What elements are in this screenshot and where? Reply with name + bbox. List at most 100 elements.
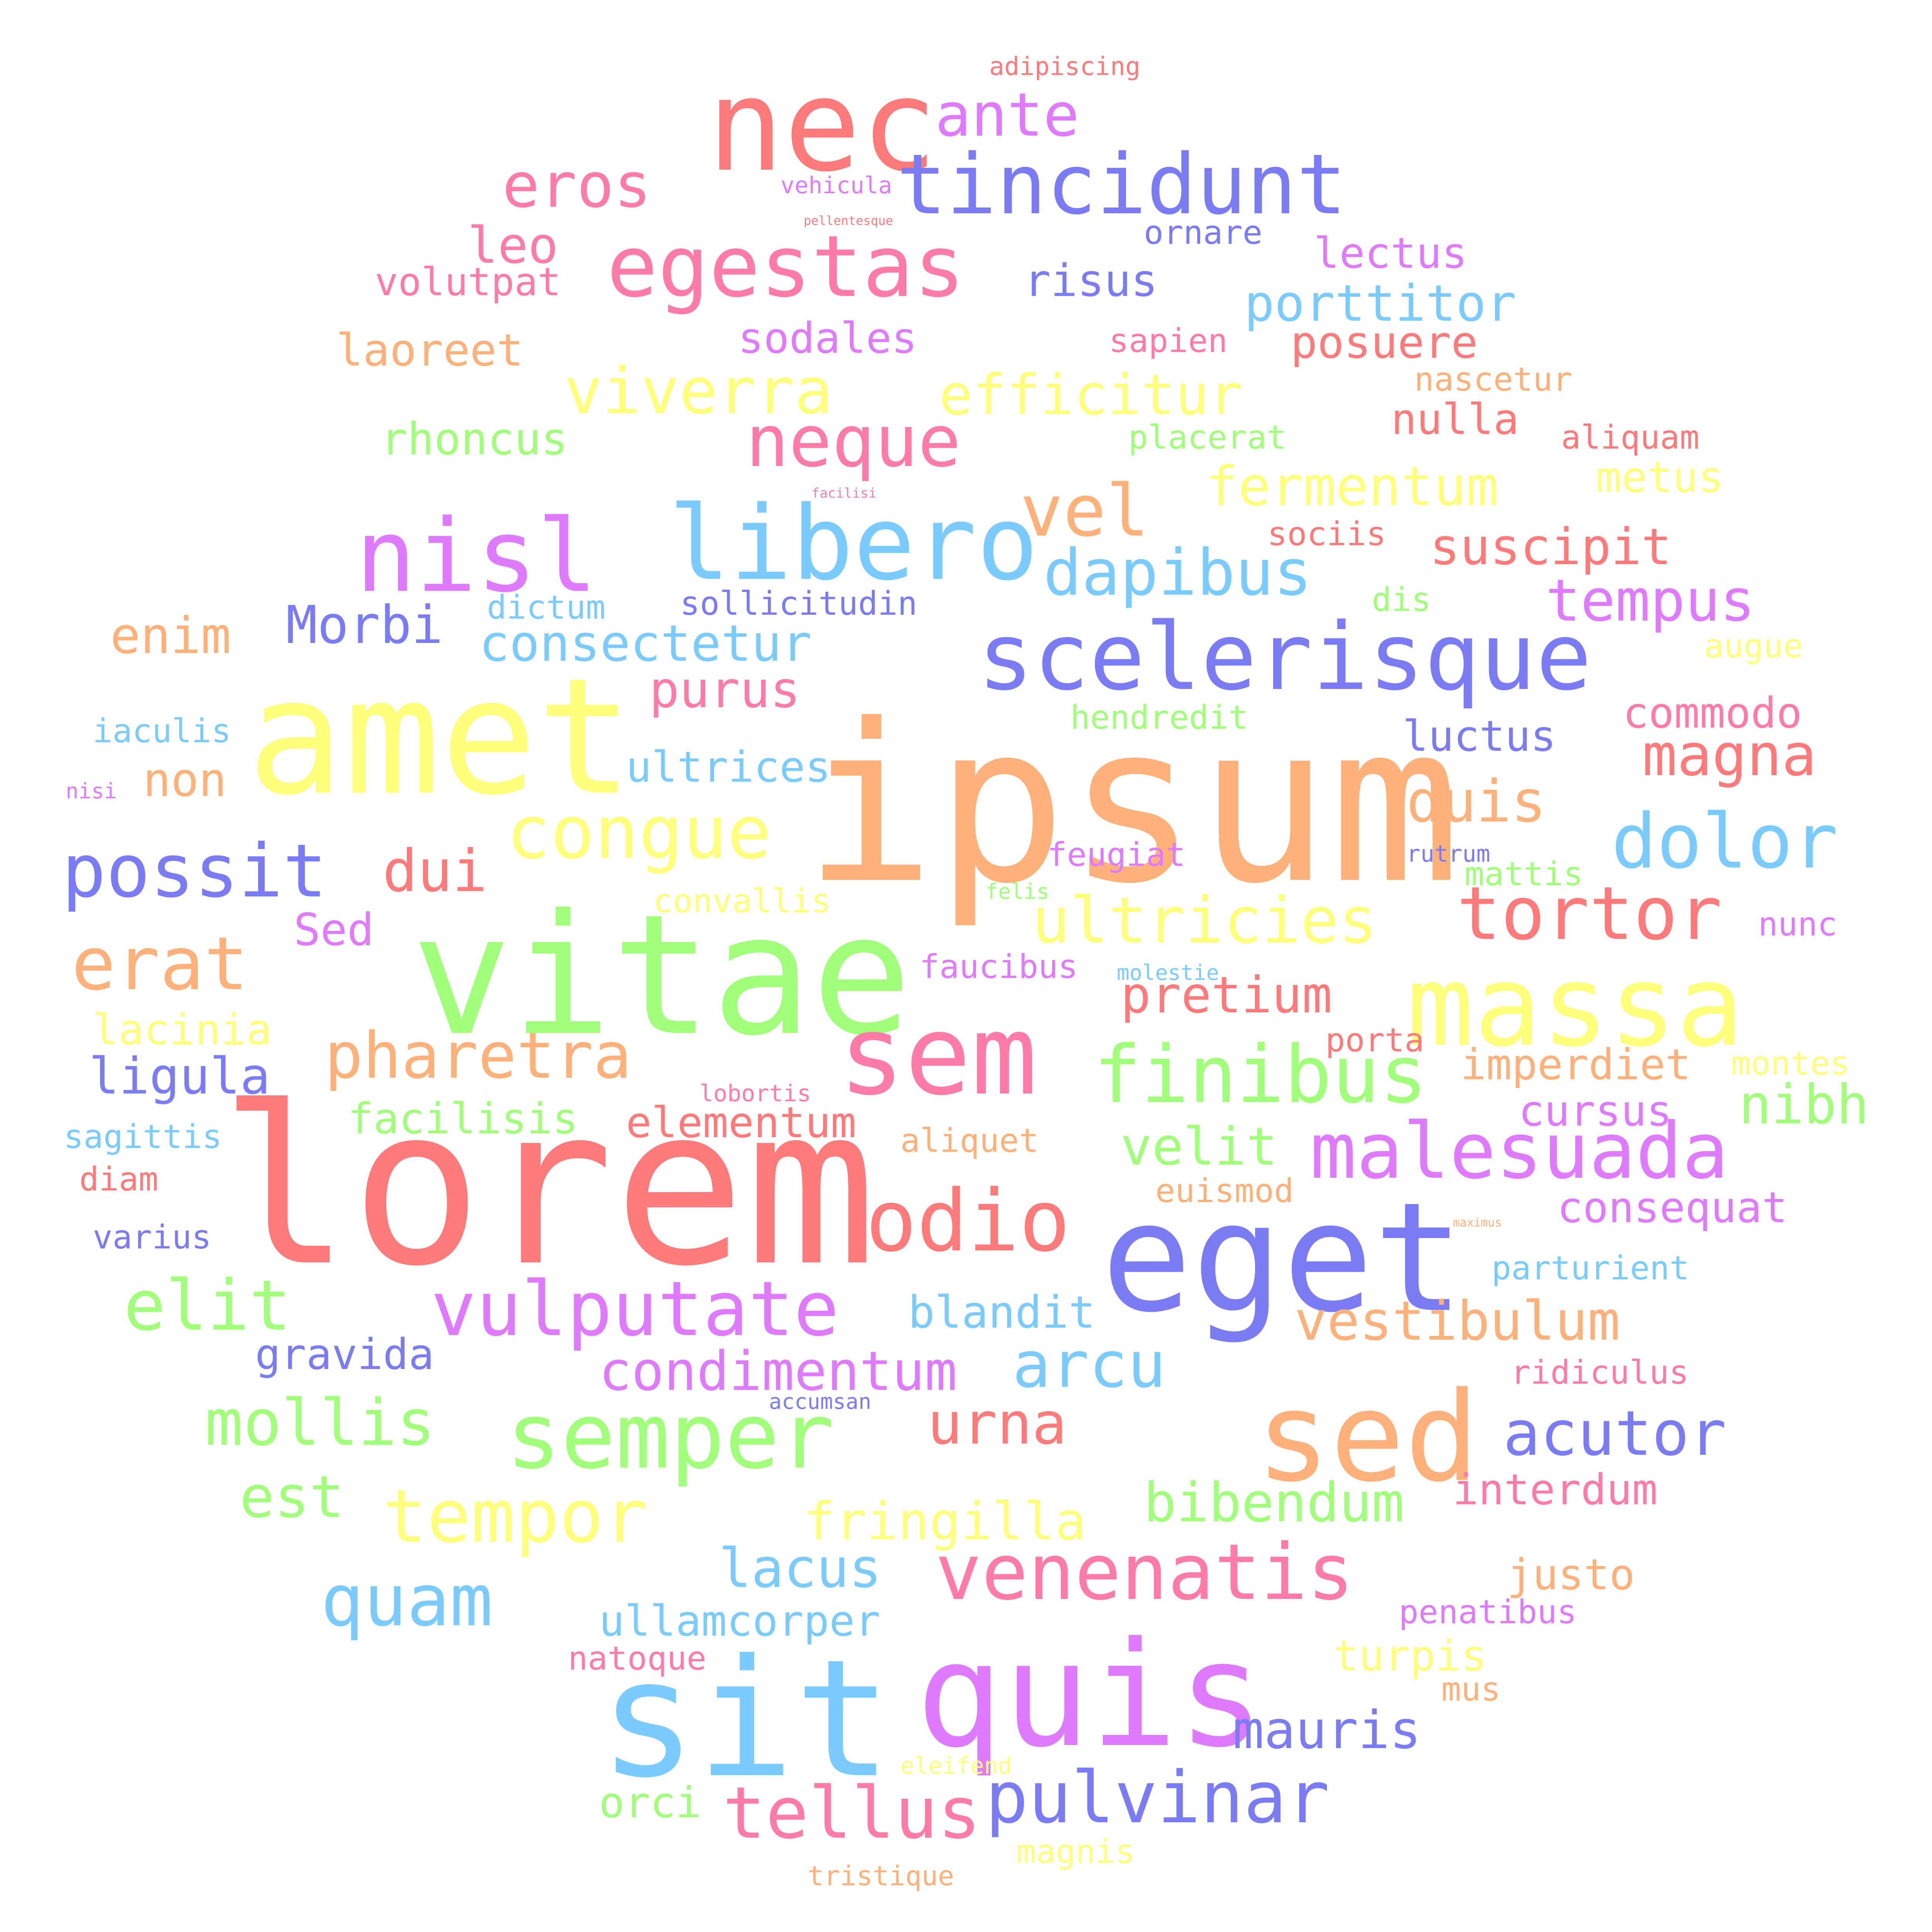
- word-facilisis: facilisis: [348, 1094, 578, 1143]
- word-imperdiet: imperdiet: [1461, 1040, 1691, 1089]
- word-pulvinar: pulvinar: [985, 1756, 1330, 1839]
- word-elit: elit: [124, 1265, 291, 1346]
- word-magna: magna: [1642, 722, 1817, 789]
- word-dis: dis: [1372, 581, 1431, 619]
- word-magnis: magnis: [1016, 1833, 1135, 1871]
- word-quam: quam: [321, 1559, 493, 1642]
- word-enim: enim: [110, 606, 231, 665]
- word-nulla: nulla: [1391, 395, 1519, 444]
- word-erat: erat: [71, 921, 248, 1007]
- word-elementum: elementum: [626, 1098, 857, 1147]
- word-congue: congue: [506, 790, 772, 875]
- word-maximus: maximus: [1453, 1216, 1502, 1230]
- word-porttitor: porttitor: [1244, 274, 1517, 333]
- word-lacinia: lacinia: [93, 1005, 272, 1054]
- word-possit: possit: [62, 828, 327, 914]
- word-dolor: dolor: [1611, 798, 1838, 885]
- word-porta: porta: [1325, 1021, 1424, 1060]
- word-ipsum: ipsum: [804, 678, 1461, 932]
- word-fermentum: fermentum: [1206, 455, 1499, 518]
- word-euismod: euismod: [1155, 1172, 1294, 1210]
- word-rhoncus: rhoncus: [381, 413, 568, 465]
- word-egestas: egestas: [607, 217, 965, 316]
- word-odio: odio: [866, 1172, 1070, 1270]
- word-efficitur: efficitur: [939, 362, 1243, 428]
- word-risus: risus: [1024, 255, 1158, 307]
- word-lectus: lectus: [1314, 228, 1468, 278]
- word-eleifend: eleifend: [900, 1752, 1012, 1779]
- word-gravida: gravida: [255, 1330, 434, 1379]
- word-nisi: nisi: [66, 779, 117, 803]
- word-commodo: commodo: [1623, 688, 1802, 738]
- word-tellus: tellus: [723, 1771, 981, 1855]
- word-vestibulum: vestibulum: [1294, 1290, 1620, 1353]
- word-turpis: turpis: [1333, 1631, 1487, 1680]
- word-condimentum: condimentum: [599, 1340, 957, 1403]
- word-eros: eros: [502, 149, 651, 221]
- word-faucibus: faucibus: [920, 948, 1078, 986]
- word-convallis: convallis: [653, 882, 831, 920]
- word-placerat: placerat: [1128, 418, 1287, 457]
- word-felis: felis: [985, 879, 1049, 904]
- word-dui: dui: [383, 838, 487, 905]
- word-tortor: tortor: [1457, 871, 1722, 956]
- word-sit: sit: [599, 1625, 892, 1814]
- word-augue: augue: [1704, 627, 1803, 665]
- word-suscipit: suscipit: [1430, 517, 1672, 576]
- word-tempus: tempus: [1546, 567, 1755, 634]
- word-viverra: viverra: [564, 354, 833, 428]
- word-duis: duis: [1406, 768, 1546, 835]
- word-ultrices: ultrices: [626, 742, 831, 792]
- word-interdum: interdum: [1453, 1465, 1658, 1514]
- word-venenatis: venenatis: [935, 1527, 1354, 1617]
- word-rutrum: rutrum: [1406, 840, 1490, 867]
- word-mattis: mattis: [1464, 855, 1583, 893]
- word-est: est: [240, 1464, 344, 1531]
- word-hendredit: hendredit: [1070, 699, 1248, 737]
- word-blandit: blandit: [908, 1287, 1095, 1338]
- word-bibendum: bibendum: [1144, 1471, 1405, 1534]
- word-natoque: natoque: [568, 1639, 707, 1678]
- word-tincidunt: tincidunt: [896, 136, 1347, 233]
- word-amet: amet: [247, 644, 634, 830]
- word-tempor: tempor: [383, 1474, 648, 1559]
- word-finibus: finibus: [1094, 1029, 1427, 1121]
- word-sociis: sociis: [1267, 515, 1386, 553]
- word-cursus: cursus: [1519, 1086, 1672, 1136]
- word-adipiscing: adipiscing: [989, 52, 1141, 81]
- word-pharetra: pharetra: [325, 1019, 632, 1093]
- word-semper: semper: [506, 1384, 834, 1489]
- word-libero: libero: [668, 484, 1039, 603]
- word-arcu: arcu: [1012, 1328, 1166, 1402]
- word-quis: quis: [916, 1611, 1265, 1779]
- word-metus: metus: [1596, 452, 1724, 502]
- word-non: non: [143, 753, 227, 807]
- word-nec: nec: [707, 51, 938, 200]
- word-feugiat: feugiat: [1047, 836, 1186, 874]
- word-sed: sed: [1256, 1366, 1479, 1509]
- word-eget: eget: [1101, 1170, 1464, 1345]
- word-sodales: sodales: [738, 313, 917, 363]
- word-nisl: nisl: [355, 498, 598, 615]
- word-ligula: ligula: [89, 1047, 270, 1105]
- word-diam: diam: [79, 1160, 158, 1199]
- word-aliquam: aliquam: [1561, 418, 1700, 457]
- word-vel: vel: [1020, 469, 1150, 553]
- word-sollicitudin: sollicitudin: [680, 585, 918, 623]
- word-laoreet: laoreet: [336, 325, 524, 376]
- word-malesuada: malesuada: [1310, 1106, 1729, 1196]
- word-sagittis: sagittis: [64, 1118, 222, 1156]
- word-sem: sem: [838, 992, 1037, 1120]
- word-nunc: nunc: [1758, 905, 1837, 944]
- word-nibh: nibh: [1739, 1073, 1869, 1136]
- word-pellentesque: pellentesque: [804, 213, 893, 228]
- word-lorem: lorem: [219, 1060, 877, 1314]
- word-lobortis: lobortis: [699, 1080, 811, 1107]
- word-parturient: parturient: [1492, 1249, 1689, 1287]
- word-montes: montes: [1731, 1044, 1850, 1083]
- word-orci: orci: [599, 1778, 701, 1827]
- word-nascetur: nascetur: [1414, 361, 1573, 399]
- word-massa: massa: [1406, 941, 1744, 1071]
- word-sapien: sapien: [1109, 322, 1228, 360]
